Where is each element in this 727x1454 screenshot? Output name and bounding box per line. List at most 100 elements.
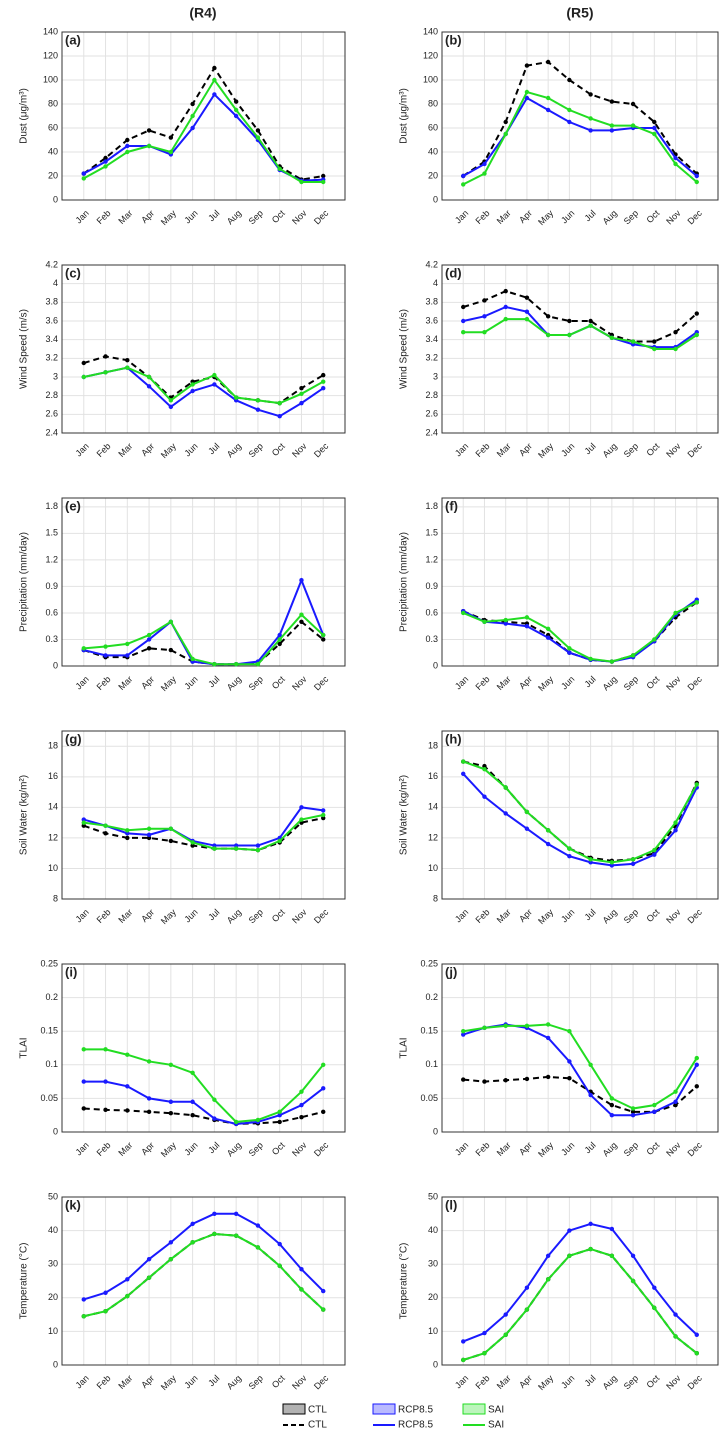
data-point xyxy=(81,1047,86,1052)
x-tick-label: Apr xyxy=(139,208,156,225)
x-tick-label: Jul xyxy=(582,208,597,223)
data-point xyxy=(212,846,217,851)
x-tick-label: Jun xyxy=(559,441,576,458)
series-line xyxy=(83,613,324,666)
x-tick-label: Sep xyxy=(622,1140,640,1158)
x-tick-label: Mar xyxy=(116,208,134,226)
data-point xyxy=(503,1312,508,1317)
data-point xyxy=(652,1285,657,1290)
data-point xyxy=(461,330,466,335)
data-point xyxy=(609,1096,615,1101)
data-point xyxy=(588,323,593,328)
data-point xyxy=(299,619,304,624)
series-line xyxy=(462,1222,698,1343)
data-point xyxy=(255,135,261,140)
data-point xyxy=(81,171,86,176)
x-tick-label: Jun xyxy=(182,674,199,691)
y-axis-label: Dust (μg/m³) xyxy=(399,88,410,144)
panel-label: (j) xyxy=(445,964,457,979)
x-tick-label: Aug xyxy=(225,1373,243,1391)
x-tick-label: Feb xyxy=(95,907,113,925)
data-point xyxy=(588,1092,593,1098)
data-point xyxy=(524,809,530,815)
y-axis-label: Soil Water (kg/m²) xyxy=(399,775,410,855)
legend-box xyxy=(372,1403,396,1415)
data-point xyxy=(652,125,657,131)
data-point xyxy=(321,808,326,813)
y-tick-label: 2.6 xyxy=(425,409,438,419)
series-line xyxy=(83,1212,324,1301)
data-point xyxy=(673,155,678,161)
x-tick-label: Jun xyxy=(559,674,576,691)
data-point xyxy=(212,92,217,97)
legend-label: CTL xyxy=(308,1420,327,1431)
series-line xyxy=(462,1248,698,1361)
data-point xyxy=(482,619,487,624)
x-tick-label: Jul xyxy=(582,907,597,922)
data-point xyxy=(168,1256,174,1262)
x-tick-label: Oct xyxy=(270,907,287,924)
data-point xyxy=(255,1245,261,1250)
x-tick-label: Mar xyxy=(116,1373,134,1391)
y-tick-label: 0 xyxy=(53,1126,58,1136)
x-tick-label: Feb xyxy=(474,1140,492,1158)
data-point xyxy=(255,1223,261,1228)
x-tick-label: Dec xyxy=(312,441,331,460)
data-point xyxy=(588,116,593,121)
data-point xyxy=(212,662,217,667)
data-point xyxy=(146,128,152,133)
data-point xyxy=(503,1078,508,1083)
data-point xyxy=(277,637,282,642)
data-point xyxy=(503,119,508,125)
y-tick-label: 18 xyxy=(48,741,58,751)
y-tick-label: 60 xyxy=(48,122,58,132)
panel: 2.4 2.6 2.8 3 3.2 3.4 3.6 3.8 4 4.2 Jan Feb Mar Apr Ma… xyxy=(399,259,719,460)
series-line xyxy=(83,366,324,418)
axes-frame xyxy=(61,1196,346,1366)
series-line xyxy=(83,817,324,852)
legend-label: SAI xyxy=(488,1420,504,1431)
y-tick-label: 20 xyxy=(428,1292,438,1302)
panel-label: (e) xyxy=(65,498,81,513)
y-tick-label: 20 xyxy=(48,1292,58,1302)
data-point xyxy=(146,826,152,831)
x-tick-label: Feb xyxy=(474,1373,492,1391)
x-tick-label: Jul xyxy=(206,907,221,922)
data-point xyxy=(673,610,678,616)
data-point xyxy=(503,131,508,137)
x-tick-label: Jun xyxy=(559,208,576,225)
x-tick-label: Oct xyxy=(644,1373,661,1390)
data-point xyxy=(630,339,636,344)
y-tick-label: 2.8 xyxy=(45,390,58,400)
x-tick-label: May xyxy=(536,674,555,693)
data-point xyxy=(277,166,282,171)
data-point xyxy=(146,632,152,638)
data-point xyxy=(694,1055,699,1061)
data-point xyxy=(524,1076,530,1082)
data-point xyxy=(524,95,530,101)
x-tick-label: Jun xyxy=(559,1140,576,1157)
x-tick-label: Dec xyxy=(685,441,704,460)
data-point xyxy=(321,632,326,638)
data-point xyxy=(146,1096,152,1101)
series-line xyxy=(462,1248,698,1361)
data-point xyxy=(694,173,699,179)
data-point xyxy=(81,823,86,828)
data-point xyxy=(255,1117,261,1123)
y-tick-label: 0.05 xyxy=(420,1093,438,1103)
y-tick-label: 0.9 xyxy=(425,581,438,591)
data-point xyxy=(609,863,615,868)
data-point xyxy=(277,1109,282,1115)
data-point xyxy=(103,155,108,161)
panel-label: (k) xyxy=(65,1197,81,1212)
series-line xyxy=(463,1075,698,1113)
data-point xyxy=(545,1022,551,1027)
data-point xyxy=(545,314,551,319)
x-tick-label: Oct xyxy=(270,208,287,225)
x-tick-label: Nov xyxy=(290,1373,309,1392)
data-point xyxy=(212,65,217,71)
axes-frame xyxy=(61,264,346,434)
data-point xyxy=(567,318,572,324)
legend-label: SAI xyxy=(488,1405,504,1416)
data-point xyxy=(588,857,593,862)
